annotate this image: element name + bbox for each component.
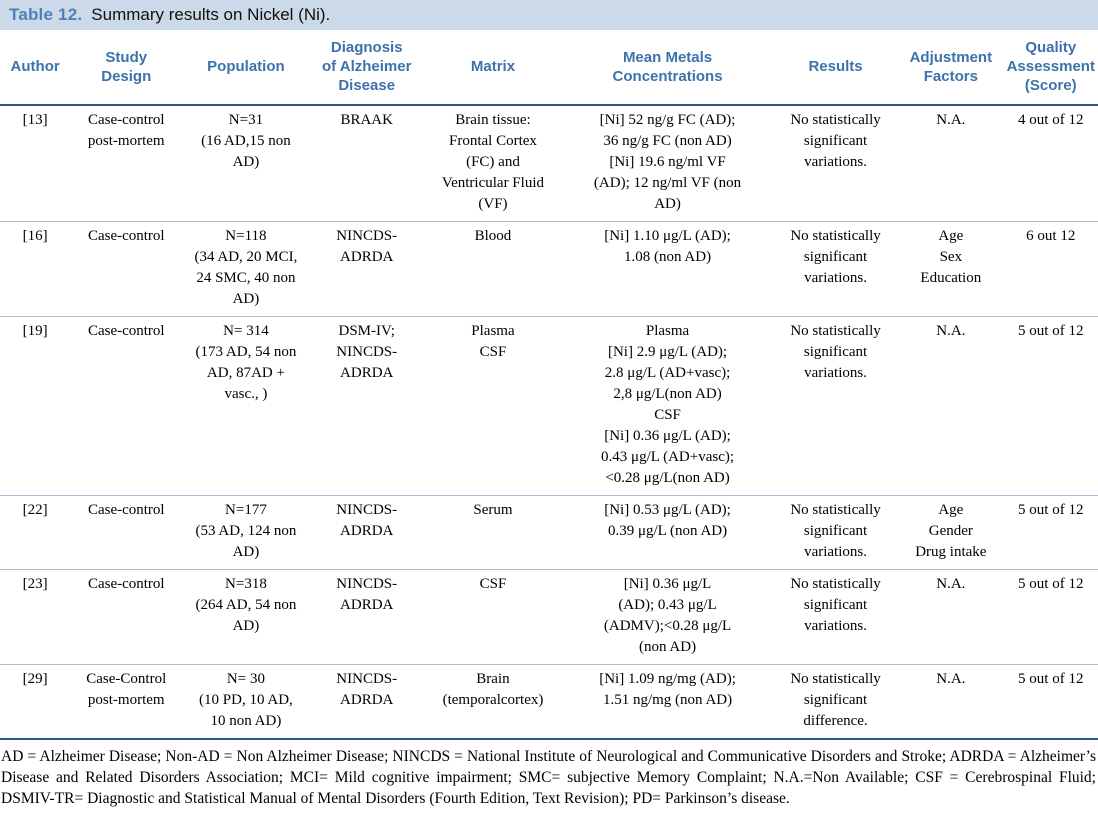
cell-mean-concentrations: [Ni] 52 ng/g FC (AD); 36 ng/g FC (non AD… [562,105,773,222]
cell-adjustment: Age Gender Drug intake [898,495,1004,570]
cell-adjustment: N.A. [898,664,1004,740]
table-row: [13] Case-control post-mortem N=31 (16 A… [0,105,1098,222]
column-header-quality-assessment: Quality Assessment (Score) [1003,30,1098,106]
cell-quality: 4 out of 12 [1003,105,1098,222]
cell-study-design: Case-control [70,221,183,317]
table-caption-bar: Table 12. Summary results on Nickel (Ni)… [0,0,1098,30]
column-header-adjustment-factors: Adjustment Factors [898,30,1004,106]
cell-matrix: Brain (temporalcortex) [423,664,563,740]
column-header-mean-concentrations: Mean Metals Concentrations [562,30,773,106]
table-row: [23] Case-control N=318 (264 AD, 54 non … [0,569,1098,665]
table-row: [29] Case-Control post-mortem N= 30 (10 … [0,664,1098,740]
cell-author: [13] [0,105,71,222]
cell-diagnosis: BRAAK [309,105,424,222]
cell-matrix: Serum [423,495,563,570]
cell-matrix: Blood [423,221,563,317]
table-number-label: Table 12. [9,5,83,24]
cell-population: N=118 (34 AD, 20 MCI, 24 SMC, 40 non AD) [182,221,310,317]
cell-population: N=31 (16 AD,15 non AD) [182,105,310,222]
cell-author: [23] [0,569,71,665]
cell-study-design: Case-control [70,495,183,570]
cell-results: No statistically significant variations. [772,316,899,496]
cell-matrix: Brain tissue: Frontal Cortex (FC) and Ve… [423,105,563,222]
cell-adjustment: Age Sex Education [898,221,1004,317]
column-header-author: Author [0,30,71,106]
cell-author: [19] [0,316,71,496]
cell-diagnosis: DSM-IV; NINCDS- ADRDA [309,316,424,496]
cell-study-design: Case-control [70,316,183,496]
cell-results: No statistically significant variations. [772,495,899,570]
cell-population: N=318 (264 AD, 54 non AD) [182,569,310,665]
cell-adjustment: N.A. [898,105,1004,222]
cell-study-design: Case-control [70,569,183,665]
cell-quality: 5 out of 12 [1003,316,1098,496]
cell-population: N= 314 (173 AD, 54 non AD, 87AD + vasc.,… [182,316,310,496]
cell-mean-concentrations: [Ni] 1.10 μg/L (AD); 1.08 (non AD) [562,221,773,317]
table-footnote: AD = Alzheimer Disease; Non-AD = Non Alz… [1,748,1096,807]
cell-mean-concentrations: [Ni] 1.09 ng/mg (AD); 1.51 ng/mg (non AD… [562,664,773,740]
cell-mean-concentrations: [Ni] 0.53 μg/L (AD); 0.39 μg/L (non AD) [562,495,773,570]
cell-diagnosis: NINCDS- ADRDA [309,221,424,317]
cell-author: [29] [0,664,71,740]
column-header-results: Results [772,30,899,106]
cell-study-design: Case-Control post-mortem [70,664,183,740]
cell-diagnosis: NINCDS- ADRDA [309,569,424,665]
cell-diagnosis: NINCDS- ADRDA [309,495,424,570]
column-header-diagnosis: Diagnosis of Alzheimer Disease [309,30,424,106]
cell-mean-concentrations: Plasma [Ni] 2.9 μg/L (AD); 2.8 μg/L (AD+… [562,316,773,496]
column-header-study-design: Study Design [70,30,183,106]
table-header-row: Author Study Design Population Diagnosis… [0,30,1098,106]
summary-table: Author Study Design Population Diagnosis… [0,30,1098,740]
cell-quality: 5 out of 12 [1003,569,1098,665]
table-caption-text: Summary results on Nickel (Ni). [91,5,331,24]
cell-matrix: Plasma CSF [423,316,563,496]
cell-quality: 6 out 12 [1003,221,1098,317]
cell-adjustment: N.A. [898,316,1004,496]
cell-population: N=177 (53 AD, 124 non AD) [182,495,310,570]
cell-author: [16] [0,221,71,317]
column-header-population: Population [182,30,310,106]
cell-author: [22] [0,495,71,570]
cell-results: No statistically significant difference. [772,664,899,740]
table-row: [19] Case-control N= 314 (173 AD, 54 non… [0,316,1098,496]
cell-results: No statistically significant variations. [772,569,899,665]
table-row: [16] Case-control N=118 (34 AD, 20 MCI, … [0,221,1098,317]
column-header-matrix: Matrix [423,30,563,106]
table-row: [22] Case-control N=177 (53 AD, 124 non … [0,495,1098,570]
cell-population: N= 30 (10 PD, 10 AD, 10 non AD) [182,664,310,740]
cell-study-design: Case-control post-mortem [70,105,183,222]
cell-quality: 5 out of 12 [1003,495,1098,570]
cell-results: No statistically significant variations. [772,221,899,317]
cell-diagnosis: NINCDS- ADRDA [309,664,424,740]
cell-results: No statistically significant variations. [772,105,899,222]
cell-matrix: CSF [423,569,563,665]
cell-quality: 5 out of 12 [1003,664,1098,740]
cell-mean-concentrations: [Ni] 0.36 μg/L (AD); 0.43 μg/L (ADMV);<0… [562,569,773,665]
cell-adjustment: N.A. [898,569,1004,665]
